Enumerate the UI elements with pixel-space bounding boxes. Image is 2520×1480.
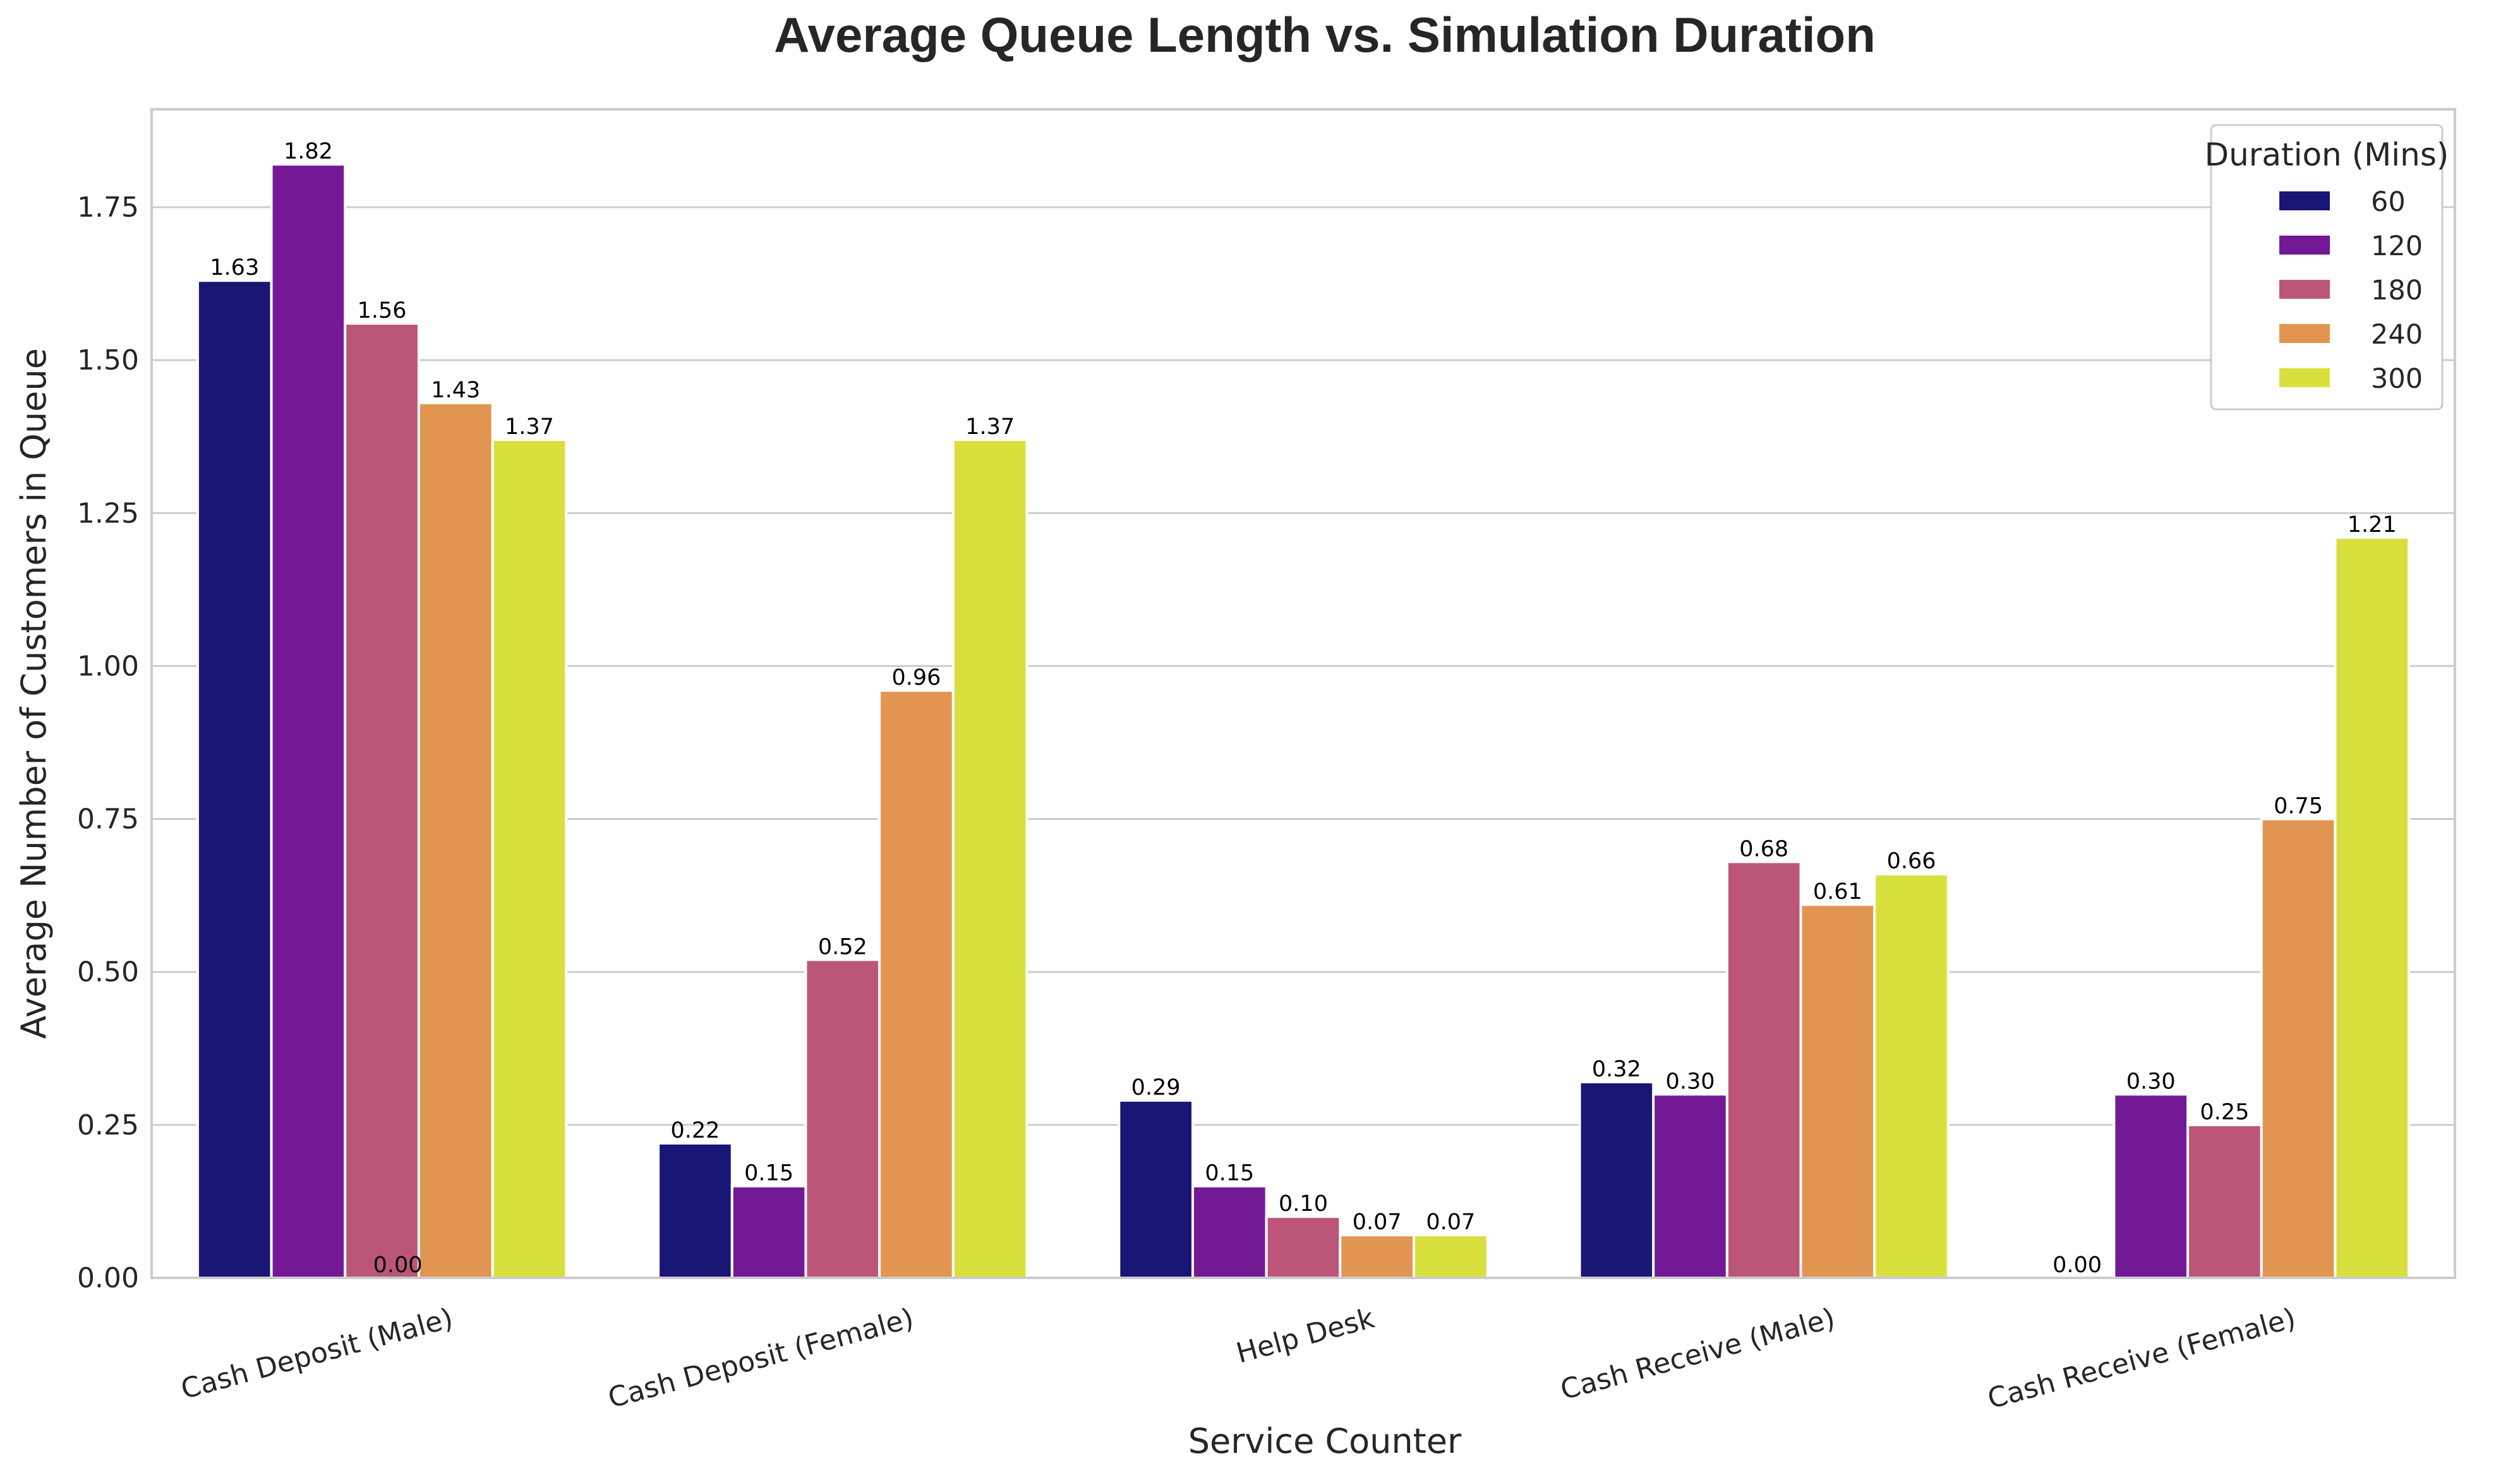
bar-help-desk-180 <box>1265 1215 1342 1279</box>
bar-cash-deposit-female-60 <box>657 1141 733 1280</box>
data-label: 0.29 <box>1131 1075 1181 1100</box>
bar-cash-deposit-female-120 <box>730 1184 807 1279</box>
data-label: 1.43 <box>431 378 480 403</box>
data-label: 0.68 <box>1739 836 1788 862</box>
data-label: 0.07 <box>1426 1210 1475 1235</box>
legend-swatch <box>2279 324 2330 343</box>
y-axis-label: Average Number of Customers in Queue <box>14 348 54 1039</box>
legend-box <box>2210 124 2444 411</box>
data-label: 0.61 <box>1813 879 1862 905</box>
data-label: 0.10 <box>1279 1191 1328 1217</box>
chart-title: Average Queue Length vs. Simulation Dura… <box>774 7 1876 63</box>
legend-label: 60 <box>2371 186 2406 218</box>
y-tick-label: 1.50 <box>77 344 139 376</box>
data-labels-group: 1.63 0.22 0.29 0.32 0.00 1.82 0.15 0.15 0.30 0.30… <box>210 139 2396 1278</box>
data-label: 0.66 <box>1887 849 1936 874</box>
bar-cash-receive-male-60 <box>1578 1081 1655 1279</box>
legend-label: 120 <box>2371 231 2423 262</box>
y-tick-labels: 0.00 0.25 0.50 0.75 1.00 1.25 1.50 1.75 <box>77 191 139 1294</box>
data-label: 1.63 <box>210 255 259 280</box>
bar-cash-receive-female-300 <box>2334 536 2411 1279</box>
y-tick-label: 0.25 <box>77 1109 139 1141</box>
data-label: 0.32 <box>1592 1057 1641 1082</box>
bar-cash-deposit-male-180 <box>344 322 420 1279</box>
data-label: 0.52 <box>818 934 867 960</box>
legend-items: 60 120 180 240 300 <box>2279 186 2423 395</box>
data-label: 1.56 <box>358 298 407 323</box>
data-label: 0.15 <box>1205 1161 1254 1186</box>
bar-cash-deposit-male-120 <box>270 163 347 1280</box>
bar-cash-deposit-female-300 <box>951 438 1028 1279</box>
data-label: 0.96 <box>892 665 941 690</box>
legend-swatch <box>2279 236 2330 255</box>
bar-help-desk-300 <box>1413 1234 1489 1280</box>
legend-swatch <box>2279 191 2330 210</box>
y-tick-label: 1.75 <box>77 191 139 224</box>
data-label: 0.00 <box>2053 1253 2102 1278</box>
bar-cash-receive-female-180 <box>2186 1123 2263 1279</box>
legend-swatch <box>2279 368 2330 387</box>
legend-label: 240 <box>2371 319 2423 351</box>
data-label: 0.22 <box>670 1118 720 1143</box>
legend: Duration (Mins) 60 120 180 240 300 <box>2205 124 2449 411</box>
data-label: 0.15 <box>744 1161 793 1186</box>
data-label: 1.82 <box>284 139 333 164</box>
y-tick-label: 1.00 <box>77 650 139 682</box>
data-label: 0.30 <box>2126 1069 2176 1094</box>
y-tick-label: 1.25 <box>77 497 139 529</box>
bar-cash-receive-female-120 <box>2113 1093 2190 1279</box>
bar-cash-receive-male-180 <box>1725 860 1802 1279</box>
bar-cash-deposit-female-180 <box>804 958 881 1279</box>
bar-cash-receive-female-240 <box>2260 817 2337 1279</box>
data-label: 1.37 <box>505 414 554 440</box>
x-axis-label: Service Counter <box>1188 1421 1462 1461</box>
bar-help-desk-120 <box>1191 1184 1268 1279</box>
bars-group <box>196 163 2411 1280</box>
data-label: 0.25 <box>2200 1100 2249 1125</box>
data-label: 1.21 <box>2348 512 2397 538</box>
y-tick-label: 0.75 <box>77 803 139 836</box>
bar-cash-deposit-female-240 <box>878 689 955 1280</box>
bar-cash-receive-male-240 <box>1799 903 1876 1280</box>
bar-cash-deposit-male-240 <box>417 401 494 1279</box>
legend-label: 180 <box>2371 275 2423 306</box>
legend-label: 300 <box>2371 363 2423 395</box>
legend-swatch <box>2279 280 2330 299</box>
data-label: 0.07 <box>1353 1210 1402 1235</box>
bar-cash-deposit-male-60 <box>196 279 273 1279</box>
bar-help-desk-60 <box>1118 1099 1194 1280</box>
plot-frame <box>150 108 2456 1279</box>
data-label-extra: 0.00 <box>373 1253 423 1278</box>
legend-title: Duration (Mins) <box>2205 136 2449 173</box>
bar-cash-receive-male-300 <box>1873 872 1950 1280</box>
y-tick-label: 0.00 <box>77 1262 139 1294</box>
bar-cash-deposit-male-300 <box>491 438 568 1279</box>
data-label: 1.37 <box>965 414 1015 440</box>
data-label: 0.30 <box>1666 1069 1715 1094</box>
y-tick-label: 0.50 <box>77 956 139 989</box>
bar-help-desk-240 <box>1339 1234 1416 1280</box>
data-label: 0.75 <box>2274 794 2323 819</box>
bar-cash-receive-male-120 <box>1652 1093 1728 1279</box>
